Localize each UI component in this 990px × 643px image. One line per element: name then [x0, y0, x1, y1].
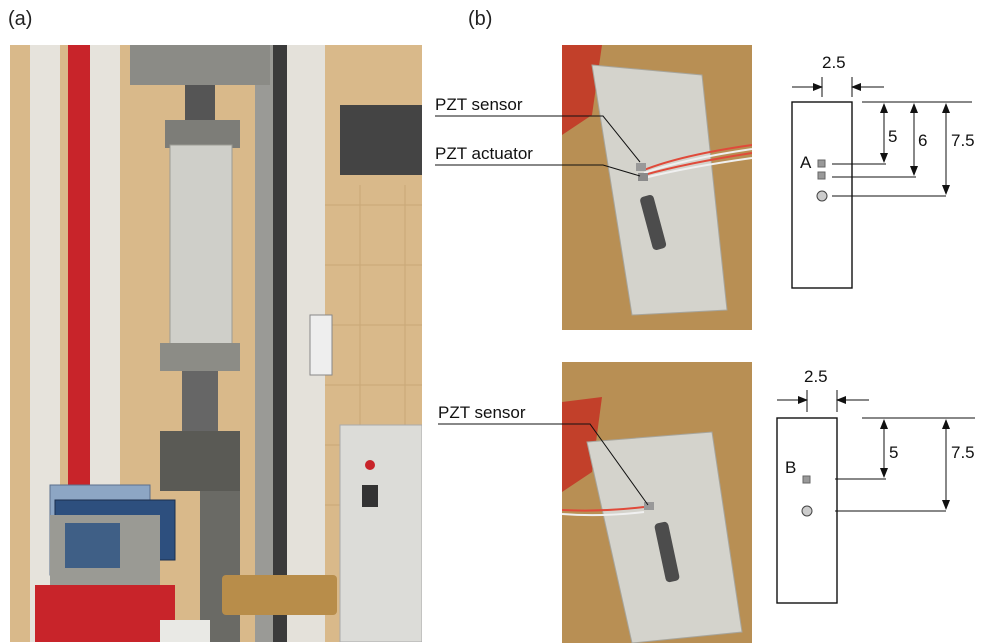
dim-7-5-bottom: 7.5 [951, 443, 975, 462]
dim-width-top: 2.5 [822, 53, 846, 72]
dim-7-5-top: 7.5 [951, 131, 975, 150]
callout-pzt-sensor-top: PZT sensor [435, 95, 523, 114]
sensor-square-b [802, 475, 811, 484]
point-label-b: B [785, 458, 796, 477]
callout-pzt-actuator-top: PZT actuator [435, 144, 533, 163]
actuator-square-top [817, 171, 826, 180]
leader-sensor-bottom [438, 423, 649, 506]
callout-pzt-sensor-bottom: PZT sensor [438, 403, 526, 422]
dim-5-top: 5 [888, 127, 897, 146]
specimen-photo-bottom [562, 362, 752, 643]
specimen-photo-top [562, 45, 752, 330]
dim-width-bottom: 2.5 [804, 367, 828, 386]
panel-label-b: (b) [468, 8, 493, 30]
hole-circle-bottom [801, 505, 813, 517]
leader-sensor-top [435, 115, 641, 163]
dim-6-top: 6 [918, 131, 927, 150]
hole-circle-top [816, 190, 828, 202]
schematic-bottom: 2.5 B 5 7.5 [776, 367, 975, 604]
leader-actuator-top [435, 164, 641, 177]
specimen-outline-top [791, 101, 853, 289]
sensor-square-a [817, 159, 826, 168]
testing-machine-photo [10, 45, 422, 642]
dim-5-bottom: 5 [889, 443, 898, 462]
schematic-top: 2.5 A 5 6 7.5 [791, 53, 975, 289]
point-label-a: A [800, 153, 812, 172]
panel-label-a: (a) [8, 8, 33, 30]
